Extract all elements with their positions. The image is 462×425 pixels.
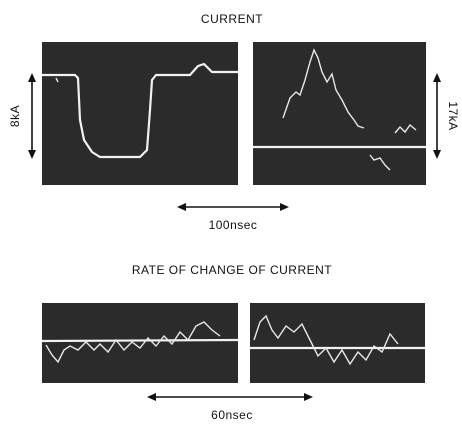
scope-panel <box>250 303 425 383</box>
scope-panel <box>42 42 238 185</box>
scale-label: 17kA <box>446 101 460 130</box>
time-arrow <box>177 203 289 211</box>
time-label: 60nsec <box>211 408 253 422</box>
scale-label: 8kA <box>8 105 22 127</box>
scope-panel <box>41 303 239 383</box>
scale-arrow <box>28 73 36 159</box>
scope-panel <box>253 42 426 185</box>
time-label: 100nsec <box>209 218 258 232</box>
bottom-title: RATE OF CHANGE OF CURRENT <box>132 263 332 277</box>
time-arrow <box>147 393 313 401</box>
top-title: CURRENT <box>201 12 263 26</box>
scale-arrow <box>433 73 441 159</box>
